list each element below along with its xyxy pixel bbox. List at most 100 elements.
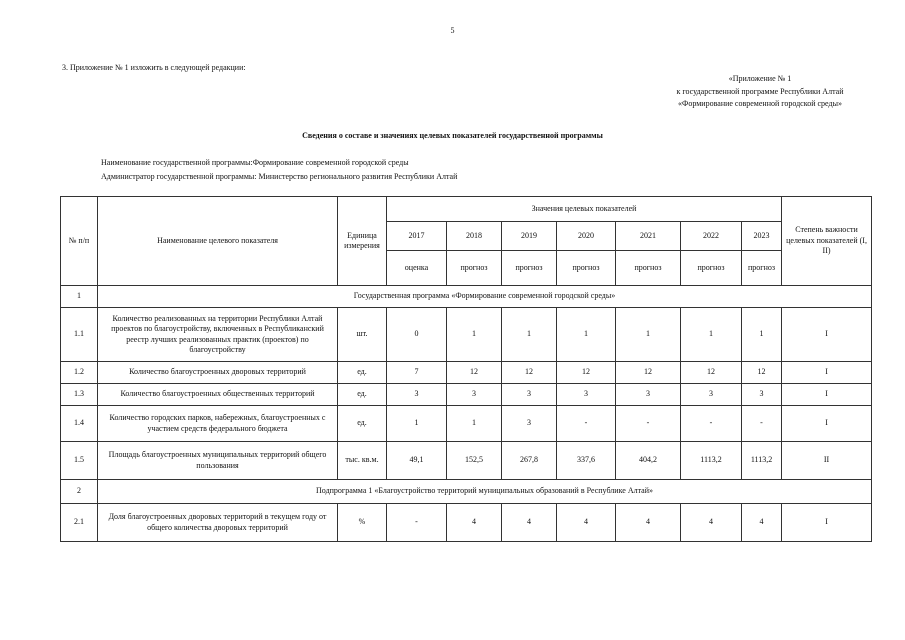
program-administrator: Администратор государственной программы:… [101, 172, 458, 181]
unit: % [337, 503, 387, 542]
indicator-name: Доля благоустроенных дворовых территорий… [97, 503, 338, 542]
header-unit: Единица измерения [337, 196, 387, 286]
value-cell: - [740, 405, 783, 442]
section-row: 1 Государственная программа «Формирование… [60, 285, 873, 308]
program-name: Наименование государственной программы:Ф… [101, 158, 409, 167]
value-cell: 12 [446, 361, 502, 384]
table-row: 2.1 Доля благоустроенных дворовых террито… [60, 503, 873, 542]
row-num: 1.2 [60, 361, 98, 384]
row-num: 2 [60, 479, 98, 504]
header-year: 2022 [680, 221, 742, 251]
row-num: 1.4 [60, 405, 98, 442]
unit: ед. [337, 361, 387, 384]
importance: I [781, 405, 873, 442]
table-row: 1.5 Площадь благоустроенных муниципальных… [60, 441, 873, 480]
indicator-name: Количество городских парков, набережных,… [97, 405, 338, 442]
indicator-name: Количество благоустроенных общественных … [97, 383, 338, 406]
header-year: 2020 [556, 221, 616, 251]
value-cell: 267,8 [501, 441, 557, 480]
value-cell: 337,6 [556, 441, 616, 480]
unit: тыс. кв.м. [337, 441, 387, 480]
header-year: 2017 [386, 221, 447, 251]
importance: I [781, 383, 873, 406]
value-cell: 7 [386, 361, 447, 384]
document-title: Сведения о составе и значениях целевых п… [302, 131, 603, 140]
value-cell: 1 [556, 307, 616, 362]
section-title: Государственная программа «Формирование … [96, 285, 873, 308]
importance: I [781, 503, 873, 542]
header-importance: Степень важности целевых показателей (I,… [781, 196, 873, 286]
header-year: 2021 [615, 221, 681, 251]
table-row: 1.1 Количество реализованных на территори… [60, 307, 873, 362]
value-cell: 1113,2 [740, 441, 783, 480]
value-cell: 1113,2 [680, 441, 742, 480]
appendix-caption: «Приложение № 1 к государственной програ… [560, 73, 870, 111]
header-kind: прогноз [615, 250, 681, 286]
header-kind: прогноз [680, 250, 742, 286]
importance: I [781, 307, 873, 362]
intro-text: 3. Приложение № 1 изложить в следующей р… [62, 63, 246, 72]
value-cell: 404,2 [615, 441, 681, 480]
row-num: 1 [60, 285, 98, 308]
header-kind: прогноз [446, 250, 502, 286]
value-cell: 3 [556, 383, 616, 406]
indicator-name: Количество реализованных на территории Р… [97, 307, 338, 362]
value-cell: 3 [740, 383, 783, 406]
value-cell: 1 [446, 405, 502, 442]
header-year: 2018 [446, 221, 502, 251]
header-kind: прогноз [501, 250, 557, 286]
value-cell: 12 [556, 361, 616, 384]
value-cell: 152,5 [446, 441, 502, 480]
value-cell: - [615, 405, 681, 442]
value-cell: 4 [446, 503, 502, 542]
value-cell: 3 [501, 383, 557, 406]
header-kind: оценка [386, 250, 447, 286]
row-num: 2.1 [60, 503, 98, 542]
value-cell: - [386, 503, 447, 542]
table-row: 1.2 Количество благоустроенных дворовых т… [60, 361, 873, 384]
table-row: 1.4 Количество городских парков, набережн… [60, 405, 873, 442]
value-cell: 12 [680, 361, 742, 384]
value-cell: 12 [501, 361, 557, 384]
section-row: 2 Подпрограмма 1 «Благоустройство террито… [60, 479, 873, 504]
appendix-line: «Формирование современной городской сред… [678, 99, 842, 108]
importance: II [781, 441, 873, 480]
value-cell: - [680, 405, 742, 442]
value-cell: 1 [446, 307, 502, 362]
table-row: 1.3 Количество благоустроенных общественн… [60, 383, 873, 406]
indicator-name: Площадь благоустроенных муниципальных те… [97, 441, 338, 480]
value-cell: 4 [680, 503, 742, 542]
row-num: 1.1 [60, 307, 98, 362]
value-cell: 3 [386, 383, 447, 406]
header-kind: прогноз [556, 250, 616, 286]
unit: ед. [337, 405, 387, 442]
header-num: № п/п [60, 196, 98, 286]
value-cell: 4 [615, 503, 681, 542]
header-values: Значения целевых показателей [385, 196, 783, 222]
value-cell: 1 [501, 307, 557, 362]
value-cell: 4 [501, 503, 557, 542]
value-cell: 3 [501, 405, 557, 442]
importance: I [781, 361, 873, 384]
section-title: Подпрограмма 1 «Благоустройство территор… [96, 479, 873, 504]
indicator-name: Количество благоустроенных дворовых терр… [97, 361, 338, 384]
value-cell: - [556, 405, 616, 442]
value-cell: 1 [740, 307, 783, 362]
value-cell: 0 [386, 307, 447, 362]
unit: шт. [337, 307, 387, 362]
value-cell: 3 [680, 383, 742, 406]
indicators-table: № п/п Наименование целевого показателя Е… [60, 196, 873, 542]
page-number: 5 [450, 26, 455, 35]
value-cell: 3 [446, 383, 502, 406]
unit: ед. [337, 383, 387, 406]
appendix-line: «Приложение № 1 [728, 74, 792, 83]
value-cell: 4 [740, 503, 783, 542]
value-cell: 3 [615, 383, 681, 406]
value-cell: 1 [386, 405, 447, 442]
header-year: 2023 [740, 221, 783, 251]
header-kind: прогноз [740, 250, 783, 286]
value-cell: 4 [556, 503, 616, 542]
value-cell: 49,1 [386, 441, 447, 480]
header-name: Наименование целевого показателя [97, 196, 338, 286]
value-cell: 1 [680, 307, 742, 362]
